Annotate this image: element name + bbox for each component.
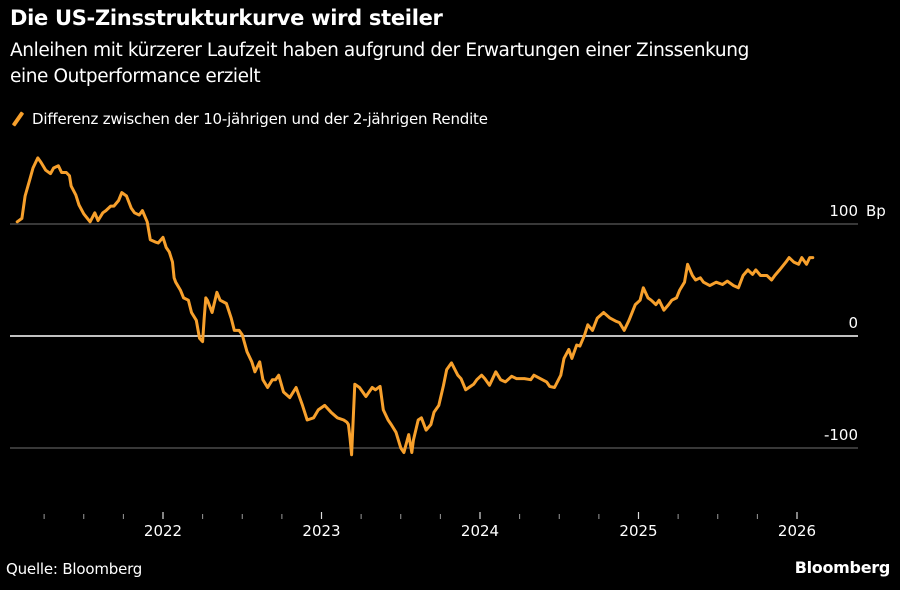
legend: Differenz zwischen der 10-jährigen und d…: [10, 110, 488, 128]
bloomberg-logo: Bloomberg: [794, 558, 891, 577]
x-axis: 2022 2023 2024 2025 2026: [43, 512, 816, 540]
x-tick-label: 2026: [778, 522, 816, 540]
legend-label: Differenz zwischen der 10-jährigen und d…: [32, 110, 488, 128]
chart-subtitle: Anleihen mit kürzerer Laufzeit haben auf…: [10, 40, 749, 87]
x-tick-label: 2023: [302, 522, 340, 540]
y-tick-label: 100: [829, 202, 858, 220]
x-tick-label: 2022: [144, 522, 182, 540]
y-tick-label: 0: [848, 314, 858, 332]
source-note: Quelle: Bloomberg: [6, 560, 143, 578]
y-axis-labels: 100 Bp 0 -100: [824, 202, 886, 444]
y-tick-label: -100: [824, 426, 858, 444]
grid-layer: [10, 223, 858, 449]
y-tick-unit: Bp: [866, 202, 886, 220]
chart-title: Die US-Zinsstrukturkurve wird steiler: [10, 6, 443, 30]
x-tick-label: 2024: [461, 522, 499, 540]
x-tick-label: 2025: [619, 522, 657, 540]
series-line-0: [15, 156, 815, 457]
series-layer: [15, 156, 815, 457]
